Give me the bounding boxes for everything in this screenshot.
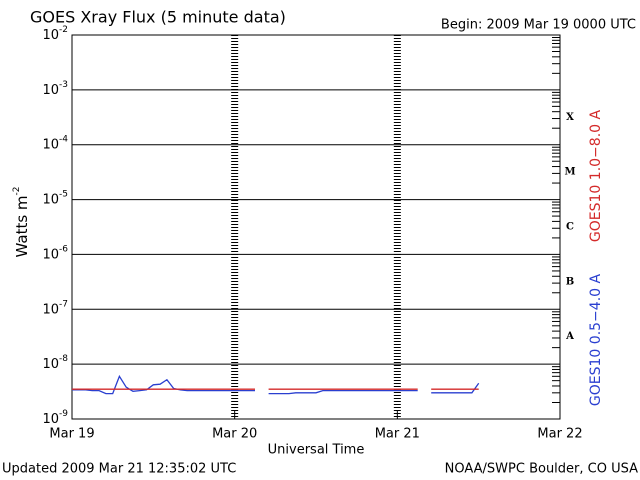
y-tick-exponent: -2 [59, 25, 68, 35]
y-tick-base: 10 [42, 192, 59, 207]
y-tick-exponent: -7 [59, 299, 68, 309]
flare-class-label: B [566, 276, 574, 287]
y-tick-exponent: -9 [59, 409, 68, 419]
y-tick-base: 10 [42, 302, 59, 317]
y-tick-base: 10 [42, 137, 59, 152]
y-tick-label: 10-4 [42, 134, 68, 152]
legend-label: GOES10 0.5−4.0 A [588, 274, 604, 407]
x-tick-label: Mar 19 [49, 427, 94, 442]
chart-title: GOES Xray Flux (5 minute data) [30, 8, 286, 27]
x-tick-label: Mar 21 [375, 427, 420, 442]
y-tick-base: 10 [42, 28, 59, 43]
y-tick-base: 10 [42, 357, 59, 372]
updated-label: Updated 2009 Mar 21 12:35:02 UTC [2, 462, 236, 477]
series-line [72, 374, 480, 395]
x-tick-label: Mar 20 [212, 427, 257, 442]
flare-class-label: A [565, 331, 574, 342]
flare-class-label: C [566, 222, 574, 233]
plot-frame [71, 34, 561, 420]
y-tick-exponent: -5 [59, 189, 68, 199]
x-axis-label: Universal Time [268, 443, 365, 458]
flare-class-label: X [566, 112, 574, 123]
y-tick-label: 10-9 [42, 409, 68, 427]
y-axis-label-base: Watts m [13, 195, 31, 257]
y-tick-exponent: -4 [59, 134, 68, 144]
y-tick-label: 10-5 [42, 189, 68, 207]
flare-class-label: M [564, 167, 575, 178]
source-label: NOAA/SWPC Boulder, CO USA [445, 462, 638, 477]
y-tick-label: 10-7 [42, 299, 68, 317]
y-tick-label: 10-6 [42, 244, 68, 262]
legend-label: GOES10 1.0−8.0 A [588, 110, 604, 243]
y-axis-label-exponent: -2 [12, 186, 22, 195]
x-tick-label: Mar 22 [537, 427, 582, 442]
y-tick-exponent: -3 [59, 79, 68, 89]
y-tick-base: 10 [42, 247, 59, 262]
y-tick-base: 10 [42, 82, 59, 97]
y-tick-label: 10-8 [42, 354, 68, 372]
y-tick-label: 10-3 [42, 79, 68, 97]
y-tick-label: 10-2 [42, 25, 68, 43]
y-tick-exponent: -6 [59, 244, 68, 254]
y-tick-exponent: -8 [59, 354, 68, 364]
y-axis-label: Watts m-2 [12, 186, 31, 257]
begin-label: Begin: 2009 Mar 19 0000 UTC [441, 18, 636, 33]
y-tick-base: 10 [42, 412, 59, 427]
